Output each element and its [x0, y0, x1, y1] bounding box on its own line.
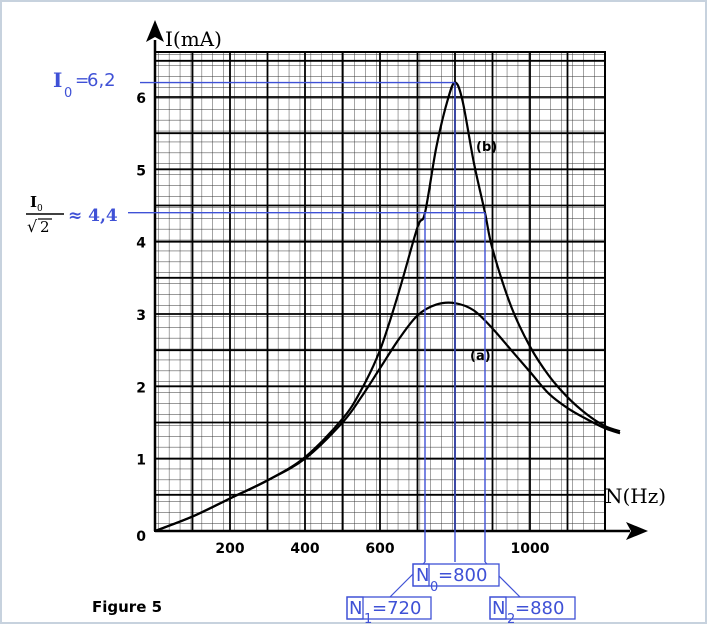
n2-value: =880	[515, 598, 564, 619]
svg-text:2: 2	[40, 218, 50, 236]
n0-label: N 0 =800	[412, 563, 500, 595]
x-axis-arrow-icon	[626, 522, 648, 540]
x-tick-label: 1000	[511, 541, 550, 557]
svg-text:0: 0	[37, 204, 43, 214]
y-tick-label: 2	[136, 380, 146, 396]
tick-labels: 200 400 600 1000 0 1 2 3 4 5 6	[136, 91, 549, 557]
y-tick-label: 1	[136, 453, 146, 469]
y-tick-label: 0	[136, 529, 146, 545]
x-axis-title: N(Hz)	[605, 484, 666, 508]
svg-text:N: N	[416, 565, 429, 586]
x-tick-label: 400	[290, 541, 319, 557]
y-axis-arrow-icon	[146, 20, 164, 42]
svg-text:I: I	[30, 193, 37, 211]
axes	[146, 20, 648, 540]
chart-grid	[154, 51, 606, 532]
series-label-b: (b)	[476, 140, 497, 155]
i0-sqrt2-value: ≈ 4,4	[68, 206, 118, 226]
figure-caption: Figure 5	[92, 598, 162, 616]
curves	[154, 81, 621, 533]
n0-value: =800	[438, 565, 487, 586]
series-label-a: (a)	[470, 349, 491, 364]
svg-text:=: =	[75, 71, 89, 91]
annotations	[128, 81, 521, 598]
svg-text:1: 1	[364, 612, 372, 624]
y-axis-title: I(mA)	[165, 27, 222, 51]
y-tick-label: 3	[136, 308, 146, 324]
i0-label: I 0 = 6,2	[53, 68, 116, 101]
n1-value: =720	[372, 598, 421, 619]
i0-subscript: 0	[64, 86, 72, 101]
series-line-b	[154, 81, 621, 533]
i0-value: 6,2	[87, 70, 116, 91]
y-tick-label: 6	[136, 91, 146, 107]
n2-label: N 2 =880	[489, 596, 576, 624]
y-tick-label: 5	[136, 163, 146, 179]
n1-label: N 1 =720	[346, 596, 432, 624]
svg-text:2: 2	[507, 612, 515, 624]
i0-sqrt2-label: I 0 √ 2 ≈ 4,4	[26, 193, 118, 236]
svg-text:N: N	[492, 598, 505, 619]
svg-text:0: 0	[430, 580, 438, 595]
sqrt-icon: √	[27, 217, 38, 236]
i0-letter: I	[53, 68, 62, 92]
svg-text:N: N	[349, 598, 362, 619]
y-tick-label: 4	[136, 236, 146, 252]
x-tick-label: 200	[215, 541, 244, 557]
x-tick-label: 600	[365, 541, 394, 557]
